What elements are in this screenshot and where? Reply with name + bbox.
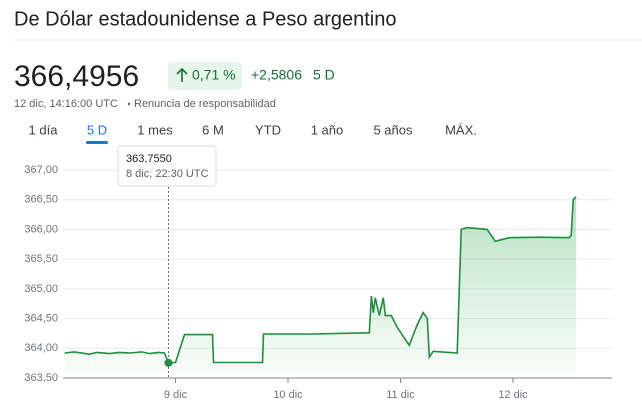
- range-tabs: 1 día 5 D 1 mes 6 M YTD 1 año 5 años MÁX.: [29, 122, 477, 144]
- tab[interactable]: MÁX.: [445, 122, 477, 137]
- plot: 363,50 364,00 364,50 365,00 365,50 366,00 366,…: [24, 145, 612, 401]
- x-tick-label: 11 dic: [386, 389, 415, 401]
- hover-point: [164, 358, 173, 367]
- tab[interactable]: 1 día: [29, 122, 59, 137]
- change-abs: +2,5806: [251, 67, 302, 83]
- y-tick-label: 366,00: [24, 223, 58, 235]
- disclaimer-link[interactable]: Renuncia de responsabilidad: [134, 98, 276, 110]
- tooltip-box: [117, 145, 217, 187]
- period: 5 D: [313, 67, 335, 83]
- up-arrow: [176, 67, 188, 82]
- tab[interactable]: 6 M: [202, 122, 224, 137]
- tab[interactable]: 1 mes: [137, 122, 173, 137]
- x-tick-label: 10 dic: [273, 389, 303, 401]
- tab[interactable]: 5 años: [373, 122, 413, 137]
- tab[interactable]: 5 D: [87, 122, 107, 137]
- y-tick-label: 364,00: [24, 342, 58, 354]
- y-tick-label: 365,50: [24, 253, 58, 265]
- y-tick-label: 363,50: [24, 372, 58, 384]
- price-line: [64, 196, 577, 364]
- tooltip-value: 363,7550: [126, 153, 172, 165]
- price: 366,4956: [14, 60, 139, 93]
- x-tick-label: 9 dic: [164, 389, 188, 401]
- x-tick-label: 12 dic: [498, 389, 528, 401]
- tab[interactable]: 1 año: [311, 122, 344, 137]
- tab-underline: [86, 141, 108, 144]
- y-tick-label: 364,50: [24, 312, 58, 324]
- y-tick-label: 365,00: [24, 283, 58, 295]
- tab[interactable]: YTD: [255, 122, 281, 137]
- tooltip-time: 8 dic, 22:30 UTC: [126, 168, 209, 180]
- change-pct: 0,71 %: [192, 67, 236, 83]
- timestamp: 12 dic, 14:16:00 UTC: [14, 98, 118, 110]
- separator-dot: [127, 102, 131, 106]
- y-tick-label: 366,50: [24, 194, 58, 206]
- y-tick-label: 367,00: [24, 164, 58, 176]
- change-badge: [168, 62, 242, 90]
- area-fill: [64, 196, 577, 378]
- title: De Dólar estadounidense a Peso argentino: [14, 8, 396, 30]
